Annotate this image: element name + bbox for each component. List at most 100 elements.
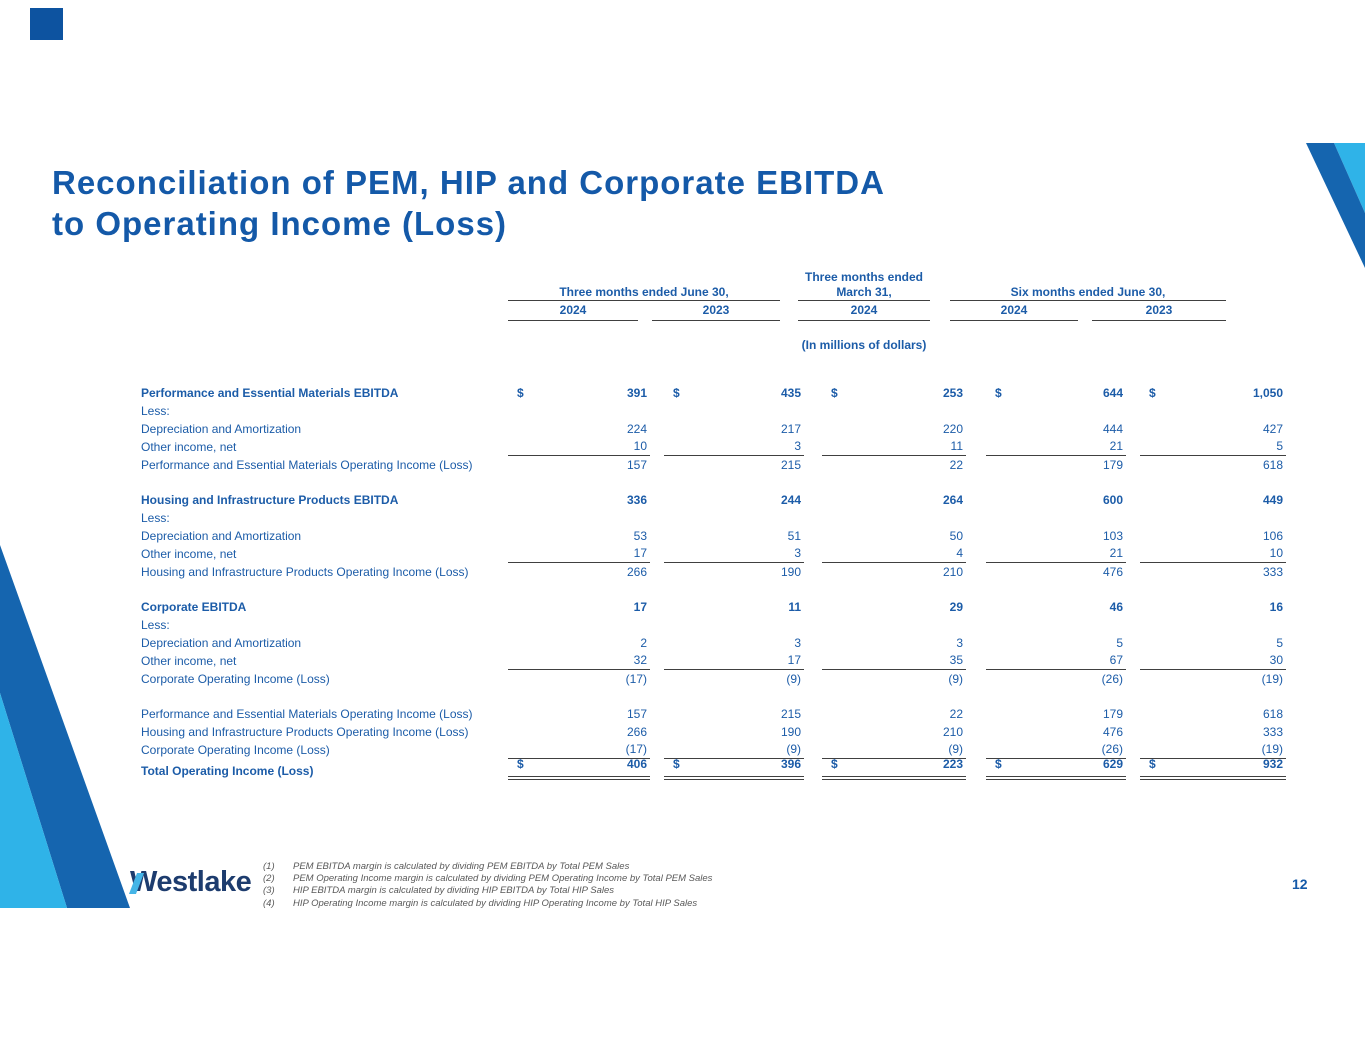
value-cell: 3 xyxy=(664,544,804,563)
value-cell: 444 xyxy=(986,420,1126,438)
cell-value: 932 xyxy=(1262,757,1283,771)
cell-value: 220 xyxy=(942,422,963,436)
cell-value: 50 xyxy=(949,529,963,543)
col-group-q1: Three months ended March 31, xyxy=(798,270,930,301)
value-cell: $223 xyxy=(822,755,966,780)
cell-value: 11 xyxy=(788,600,801,614)
row-label: Other income, net xyxy=(141,654,237,668)
cell-value: 600 xyxy=(1102,493,1123,507)
value-cell: 10 xyxy=(1140,544,1286,563)
value-cell: 3 xyxy=(822,634,966,652)
cell-value: 1,050 xyxy=(1252,386,1283,400)
row-label: Less: xyxy=(141,618,170,632)
value-cell: (9) xyxy=(664,670,804,688)
col-group-q2: Three months ended June 30, xyxy=(508,270,780,301)
row-label: Performance and Essential Materials Oper… xyxy=(141,458,473,472)
cell-value: 190 xyxy=(780,725,801,739)
cell-value: 53 xyxy=(633,529,647,543)
row-label: Performance and Essential Materials Oper… xyxy=(141,707,473,721)
page-title: Reconciliation of PEM, HIP and Corporate… xyxy=(52,162,1092,244)
value-cell xyxy=(822,509,966,527)
cell-value: 30 xyxy=(1269,653,1283,667)
year-col: 2023 xyxy=(652,303,780,321)
cell-value: 435 xyxy=(780,386,801,400)
value-cell: 190 xyxy=(664,563,804,581)
value-cell: 333 xyxy=(1140,563,1286,581)
row-label: Depreciation and Amortization xyxy=(141,636,302,650)
footnote-text: HIP EBITDA margin is calculated by divid… xyxy=(293,885,615,897)
cell-value: (9) xyxy=(948,672,963,686)
dollar-sign: $ xyxy=(831,386,838,400)
value-cell: 476 xyxy=(986,723,1126,741)
cell-value: 17 xyxy=(633,546,647,560)
value-cell: 53 xyxy=(508,527,650,545)
table-row: Less: xyxy=(141,402,1228,420)
table-row: Corporate Operating Income (Loss) (17) (9)… xyxy=(141,670,1283,688)
cell-value: (9) xyxy=(786,742,801,756)
value-cell: 157 xyxy=(508,456,650,474)
value-cell: 5 xyxy=(986,634,1126,652)
value-cell: 17 xyxy=(508,544,650,563)
cell-value: 46 xyxy=(1109,600,1123,614)
bottom-left-light-triangle xyxy=(0,693,67,908)
year-col: 2024 xyxy=(950,303,1078,321)
value-cell: 600 xyxy=(986,491,1126,509)
value-cell: (17) xyxy=(508,670,650,688)
cell-value: 444 xyxy=(1102,422,1123,436)
row-label: Housing and Infrastructure Products EBIT… xyxy=(141,493,399,507)
cell-value: 217 xyxy=(780,422,801,436)
value-cell: 217 xyxy=(664,420,804,438)
cell-value: 51 xyxy=(787,529,801,543)
footnote-line: (3) HIP EBITDA margin is calculated by di… xyxy=(263,885,712,897)
value-cell: 16 xyxy=(1140,598,1286,616)
top-left-accent-square xyxy=(30,8,63,40)
cell-value: 476 xyxy=(1102,565,1123,579)
cell-value: (9) xyxy=(786,672,801,686)
units-note-row: (In millions of dollars) xyxy=(141,338,1228,352)
value-cell: $932 xyxy=(1140,755,1286,780)
value-cell: 21 xyxy=(986,544,1126,563)
cell-value: 2 xyxy=(640,636,647,650)
value-cell: $406 xyxy=(508,755,650,780)
value-cell: 29 xyxy=(822,598,966,616)
dollar-sign: $ xyxy=(517,386,524,400)
top-right-dark-band xyxy=(1306,143,1365,268)
table-row: Housing and Infrastructure Products Oper… xyxy=(141,723,1283,741)
cell-value: 629 xyxy=(1102,757,1123,771)
row-label: Total Operating Income (Loss) xyxy=(141,764,314,778)
value-cell: 266 xyxy=(508,563,650,581)
dollar-sign: $ xyxy=(1149,757,1156,771)
value-cell xyxy=(1140,509,1286,527)
bottom-left-dark-band xyxy=(0,545,130,908)
value-cell: 5 xyxy=(1140,634,1286,652)
cell-value: (17) xyxy=(625,672,647,686)
cell-value: 5 xyxy=(1276,439,1283,453)
value-cell xyxy=(986,402,1126,420)
cell-value: 157 xyxy=(626,458,647,472)
cell-value: 266 xyxy=(626,725,647,739)
title-line-1: Reconciliation of PEM, HIP and Corporate… xyxy=(52,164,885,201)
value-cell: 103 xyxy=(986,527,1126,545)
value-cell xyxy=(986,616,1126,634)
table-header-years: 2024 2023 2024 2024 2023 xyxy=(141,303,1228,321)
cell-value: 179 xyxy=(1102,707,1123,721)
cell-value: 215 xyxy=(780,458,801,472)
cell-value: 32 xyxy=(633,653,647,667)
cell-value: (26) xyxy=(1101,742,1123,756)
value-cell: 210 xyxy=(822,563,966,581)
footnote-line: (2) PEM Operating Income margin is calcul… xyxy=(263,873,712,885)
westlake-logo: Westlake xyxy=(128,866,252,899)
value-cell: 220 xyxy=(822,420,966,438)
value-cell: 106 xyxy=(1140,527,1286,545)
value-cell: 17 xyxy=(664,651,804,670)
row-label: Less: xyxy=(141,404,170,418)
value-cell: 5 xyxy=(1140,437,1286,456)
cell-value: 427 xyxy=(1262,422,1283,436)
cell-value: 5 xyxy=(1276,636,1283,650)
value-cell: 427 xyxy=(1140,420,1286,438)
cell-value: 406 xyxy=(626,757,647,771)
cell-value: 210 xyxy=(942,565,963,579)
value-cell: (26) xyxy=(986,670,1126,688)
value-cell: 179 xyxy=(986,456,1126,474)
footnote-number: (1) xyxy=(263,861,275,872)
